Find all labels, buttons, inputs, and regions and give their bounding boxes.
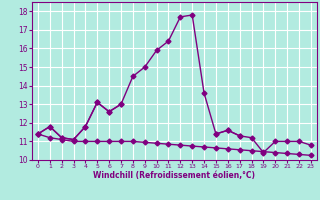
X-axis label: Windchill (Refroidissement éolien,°C): Windchill (Refroidissement éolien,°C) — [93, 171, 255, 180]
